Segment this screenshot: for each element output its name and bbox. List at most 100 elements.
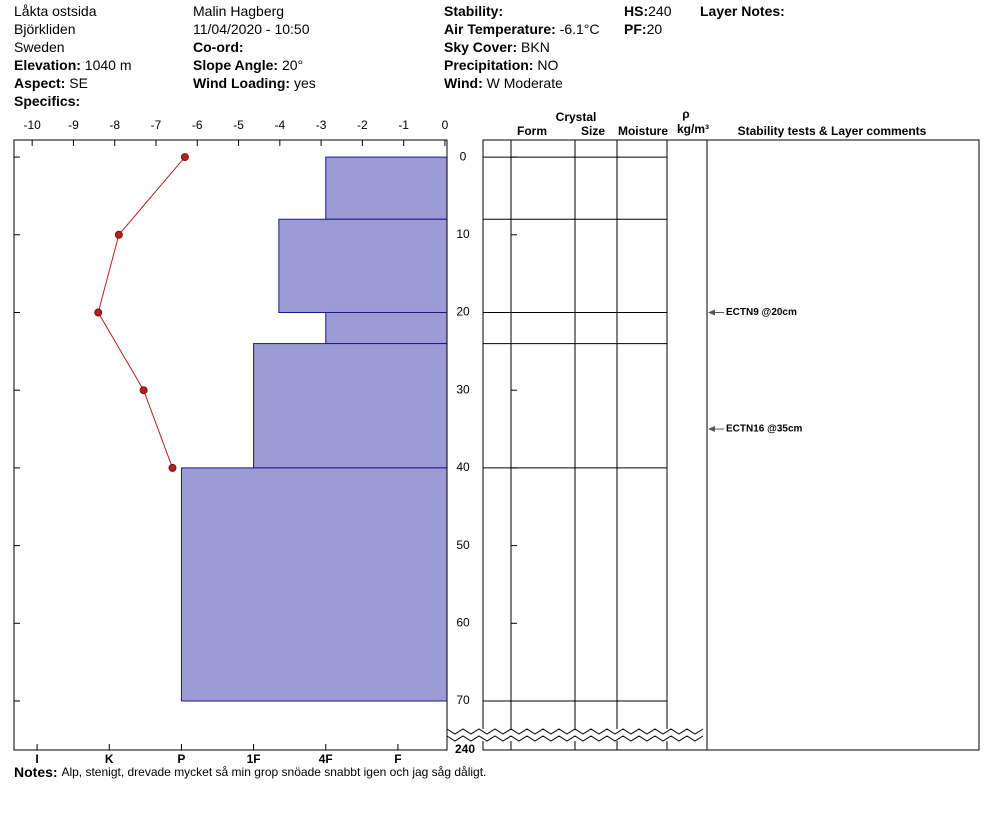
- header-field: Wind: W Moderate: [444, 75, 563, 91]
- hardness-layer: [253, 343, 448, 469]
- test-arrowhead: [708, 426, 715, 433]
- field-label: Sky Cover:: [444, 39, 517, 55]
- hardness-tick-label: I: [35, 752, 38, 766]
- temperature-point: [94, 308, 103, 317]
- x-tick-label: -9: [68, 118, 79, 132]
- y-tick-label: 20: [456, 305, 470, 319]
- hardness-layer: [180, 467, 448, 702]
- x-tick-label: -3: [316, 118, 327, 132]
- column-header: Crystal: [556, 110, 597, 124]
- y-tick-label: 50: [456, 538, 470, 552]
- header-text: Malin Hagberg: [193, 3, 284, 19]
- field-label: Precipitation:: [444, 57, 533, 73]
- field-label: Aspect:: [14, 75, 65, 91]
- header-field: Stability:: [444, 3, 503, 19]
- hardness-tick-label: F: [394, 752, 401, 766]
- x-tick-label: -1: [398, 118, 409, 132]
- temperature-point: [168, 463, 177, 472]
- temperature-point: [180, 153, 189, 162]
- y-tick-label: 0: [460, 149, 467, 163]
- x-tick-label: -10: [23, 118, 41, 132]
- header-text: 11/04/2020 - 10:50: [193, 21, 310, 37]
- column-header: Size: [581, 124, 605, 138]
- field-value: SE: [69, 75, 88, 91]
- column-header: kg/m³: [677, 122, 709, 136]
- test-label: ECTN9 @20cm: [726, 307, 797, 318]
- header-field: Sky Cover: BKN: [444, 39, 550, 55]
- axis-break: [446, 735, 704, 742]
- header-field: Elevation: 1040 m: [14, 57, 132, 73]
- x-tick-label: -4: [274, 118, 285, 132]
- header-field: Precipitation: NO: [444, 57, 558, 73]
- temperature-point: [139, 386, 148, 395]
- field-label: Specifics:: [14, 93, 80, 109]
- hardness-layer: [278, 218, 448, 313]
- x-tick-label: -7: [151, 118, 162, 132]
- header-field: Malin Hagberg: [193, 3, 284, 19]
- field-value: 20°: [282, 57, 303, 73]
- header-field: Björkliden: [14, 21, 75, 37]
- column-header: Stability tests & Layer comments: [738, 124, 927, 138]
- x-tick-label: 0: [442, 118, 449, 132]
- header-field: Låkta ostsida: [14, 3, 97, 19]
- test-arrowhead: [708, 309, 715, 316]
- header-field: Aspect: SE: [14, 75, 88, 91]
- y-tick-label: 70: [456, 693, 470, 707]
- header-field: Specifics:: [14, 93, 80, 109]
- x-tick-label: -2: [357, 118, 368, 132]
- header-text: Björkliden: [14, 21, 75, 37]
- header-field: Co-ord:: [193, 39, 244, 55]
- header-field: Air Temperature: -6.1°C: [444, 21, 600, 37]
- field-label: Layer Notes:: [700, 3, 785, 19]
- y-tick-label: 30: [456, 382, 470, 396]
- x-tick-label: -6: [192, 118, 203, 132]
- header-field: Slope Angle: 20°: [193, 57, 303, 73]
- field-value: 20: [647, 21, 663, 37]
- field-value: W Moderate: [487, 75, 563, 91]
- x-tick-label: -8: [109, 118, 120, 132]
- header-text: Låkta ostsida: [14, 3, 97, 19]
- field-value: yes: [294, 75, 316, 91]
- field-label: Co-ord:: [193, 39, 244, 55]
- column-header: ρ: [682, 107, 689, 121]
- axis-break-label: 240: [455, 742, 475, 756]
- y-tick-label: 10: [456, 227, 470, 241]
- y-tick-label: 40: [456, 460, 470, 474]
- x-tick-label: -5: [233, 118, 244, 132]
- axis-break: [446, 728, 704, 735]
- field-label: PF:: [624, 21, 647, 37]
- notes-text: Alp, stenigt, drevade mycket så min grop…: [61, 765, 486, 779]
- profile-frame: [13, 139, 448, 751]
- field-value: 240: [648, 3, 672, 19]
- field-value: -6.1°C: [560, 21, 600, 37]
- header-field: Layer Notes:: [700, 3, 785, 19]
- test-label: ECTN16 @35cm: [726, 424, 803, 435]
- y-tick-label: 60: [456, 615, 470, 629]
- header-field: HS:240: [624, 3, 672, 19]
- field-label: Stability:: [444, 3, 503, 19]
- field-label: Slope Angle:: [193, 57, 278, 73]
- temperature-point: [114, 230, 123, 239]
- field-value: 1040 m: [85, 57, 132, 73]
- field-value: NO: [537, 57, 558, 73]
- header-field: Wind Loading: yes: [193, 75, 316, 91]
- column-header: Form: [517, 124, 547, 138]
- field-value: BKN: [521, 39, 550, 55]
- header-text: Sweden: [14, 39, 65, 55]
- field-label: Air Temperature:: [444, 21, 556, 37]
- field-label: Wind Loading:: [193, 75, 290, 91]
- hardness-layer: [325, 156, 448, 220]
- hardness-tick-label: 1F: [247, 752, 261, 766]
- field-label: HS:: [624, 3, 648, 19]
- field-label: Elevation:: [14, 57, 81, 73]
- hardness-tick-label: 4F: [319, 752, 333, 766]
- field-label: Wind:: [444, 75, 483, 91]
- header-field: PF:20: [624, 21, 662, 37]
- notes: Notes: Alp, stenigt, drevade mycket så m…: [14, 764, 486, 780]
- header-field: 11/04/2020 - 10:50: [193, 21, 310, 37]
- column-header: Moisture: [618, 124, 668, 138]
- hardness-tick-label: K: [105, 752, 114, 766]
- header-field: Sweden: [14, 39, 65, 55]
